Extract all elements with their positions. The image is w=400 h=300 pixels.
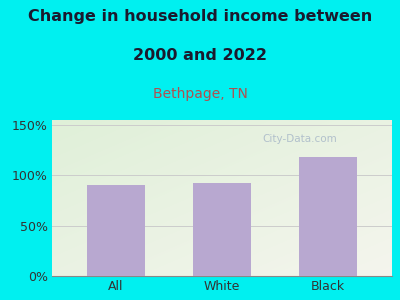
Bar — [86, 185, 145, 276]
Text: City-Data.com: City-Data.com — [263, 134, 338, 144]
Text: 2000 and 2022: 2000 and 2022 — [133, 48, 267, 63]
Text: Bethpage, TN: Bethpage, TN — [152, 87, 248, 101]
Bar — [299, 157, 358, 276]
Bar — [193, 183, 251, 276]
Text: Change in household income between: Change in household income between — [28, 9, 372, 24]
